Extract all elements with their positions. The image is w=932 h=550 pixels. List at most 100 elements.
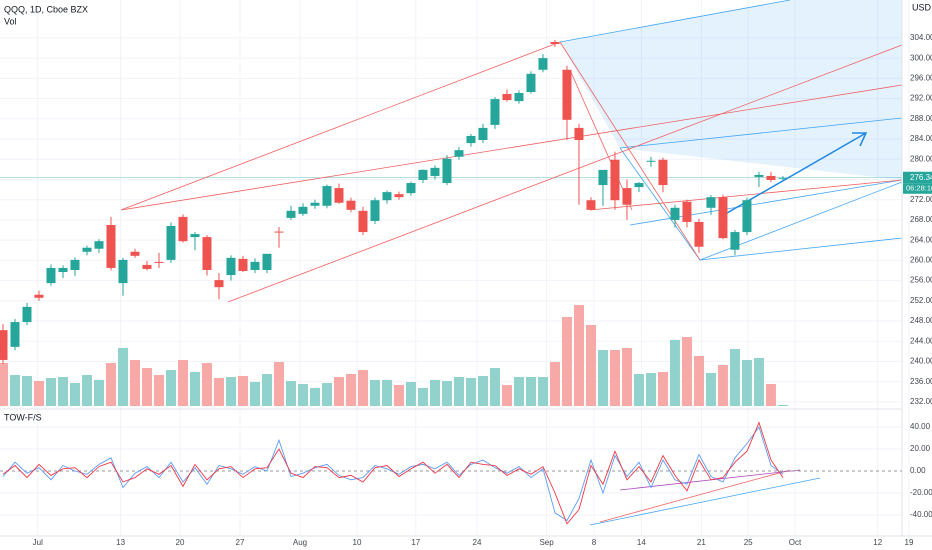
x-tick-label: 20 — [176, 538, 185, 547]
indicator-title: TOW-F/S — [4, 412, 42, 422]
trend-line — [120, 41, 561, 211]
volume-bar — [669, 340, 680, 406]
volume-bar — [645, 373, 656, 406]
x-tick-label: Aug — [293, 538, 307, 547]
candle-body — [22, 306, 32, 323]
volume-bar — [33, 381, 44, 406]
volume-bar — [501, 385, 512, 406]
pitchfork-line — [619, 117, 903, 149]
volume-bar — [405, 382, 416, 406]
pitchfork-line — [699, 181, 903, 261]
last-price-label: 276.34 — [910, 173, 932, 182]
candle-body — [166, 225, 176, 260]
volume-bar — [621, 348, 632, 406]
candle-body — [706, 197, 716, 208]
volume-bar — [549, 362, 560, 406]
volume-bar — [0, 363, 8, 406]
candle-body — [250, 261, 260, 270]
candle-body — [226, 257, 236, 276]
candle-body — [178, 216, 188, 242]
volume-bar — [693, 356, 704, 406]
candle-body — [574, 127, 584, 141]
candle-body — [298, 206, 308, 214]
candle-body — [622, 188, 632, 205]
currency: USD — [912, 2, 932, 12]
volume-label: Vol — [4, 16, 17, 26]
candle-body — [202, 237, 212, 270]
volume-bar — [201, 363, 212, 406]
candle-body — [694, 221, 704, 247]
volume-bar — [165, 370, 176, 406]
pitchfork-line — [619, 147, 701, 261]
volume-bar — [537, 377, 548, 406]
candle-body — [130, 251, 140, 256]
volume-bar — [429, 380, 440, 406]
y2-tick-label: 20.00 — [910, 444, 931, 453]
indicator-line — [2, 421, 784, 525]
y-tick-label: 252.00 — [910, 296, 932, 305]
y-tick-label: 280.00 — [910, 154, 932, 163]
candle-body — [70, 259, 80, 270]
candle-body — [754, 174, 764, 177]
y2-tick-label: -20.00 — [910, 488, 932, 497]
x-tick-label: Sep — [539, 538, 554, 547]
x-tick-label: 10 — [353, 538, 362, 547]
candle-body — [454, 150, 464, 157]
volume-bar — [657, 372, 668, 406]
y2-tick-label: 0.00 — [910, 466, 926, 475]
y-tick-label: 240.00 — [910, 357, 932, 366]
candle-body — [82, 247, 92, 252]
volume-bar — [441, 381, 452, 406]
volume-bar — [225, 377, 236, 406]
y-tick-label: 232.00 — [910, 397, 932, 406]
y2-tick-label: 40.00 — [910, 422, 931, 431]
x-tick-label: 12 — [873, 538, 882, 547]
volume-bar — [21, 376, 32, 406]
candle-body — [358, 210, 368, 233]
candle-body — [46, 267, 56, 284]
candle-body — [346, 200, 356, 210]
volume-bar — [297, 384, 308, 406]
candle-body — [322, 186, 332, 206]
volume-bar — [561, 317, 572, 406]
x-tick-label: 8 — [592, 538, 597, 547]
y-tick-label: 248.00 — [910, 316, 932, 325]
trend-line — [227, 44, 903, 303]
candle-body — [118, 259, 128, 284]
volume-bar — [573, 305, 584, 406]
candle-body — [718, 197, 728, 239]
volume-bar — [741, 360, 752, 406]
candle-body — [34, 294, 44, 298]
volume-bar — [117, 348, 128, 406]
candle-body — [394, 194, 404, 198]
trend-line — [619, 469, 801, 491]
volume-bar — [345, 374, 356, 406]
volume-bar — [45, 378, 56, 406]
y-tick-label: 272.00 — [910, 195, 932, 204]
candle-body — [58, 267, 68, 272]
volume-bar — [513, 377, 524, 406]
chart-title: QQQ, 1D, Cboe BZX — [4, 4, 88, 14]
candle-body — [550, 41, 560, 44]
trend-line — [569, 69, 633, 211]
volume-bar — [705, 373, 716, 406]
candle-body — [502, 94, 512, 101]
y-tick-label: 288.00 — [910, 114, 932, 123]
drawings — [120, 0, 903, 526]
volume-bar — [765, 384, 776, 406]
volume-bar — [321, 383, 332, 406]
volume-bar — [381, 380, 392, 406]
candle-body — [730, 232, 740, 250]
candle-body — [190, 234, 200, 238]
candle-body — [0, 330, 8, 360]
y-tick-label: 268.00 — [910, 215, 932, 224]
volume-bar — [213, 378, 224, 406]
candle-body — [214, 280, 224, 288]
volume-bar — [393, 385, 404, 406]
volume-bar — [453, 377, 464, 406]
volume-bar — [153, 375, 164, 406]
candle-body — [766, 175, 776, 180]
candle-body — [10, 322, 20, 347]
volume-bar — [285, 381, 296, 406]
volume-bar — [81, 375, 92, 406]
